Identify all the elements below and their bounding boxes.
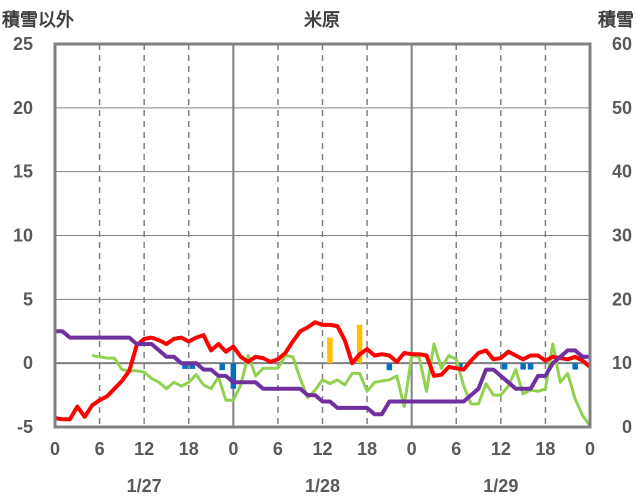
bar-b1 — [182, 363, 188, 369]
plot-frame — [53, 42, 592, 429]
bar-series — [182, 324, 578, 389]
bar-b6 — [356, 324, 363, 364]
date-label: 1/28 — [305, 476, 340, 496]
x-tick-label: 12 — [491, 439, 511, 459]
x-tick-label: 0 — [50, 439, 60, 459]
bar-b9 — [501, 363, 508, 370]
left-tick-label: 20 — [13, 98, 33, 118]
right-tick-label: 40 — [612, 162, 632, 182]
left-tick-label: 5 — [23, 289, 33, 309]
x-tick-label: 0 — [585, 439, 595, 459]
bar-b12 — [572, 363, 578, 370]
x-tick-label: 12 — [312, 439, 332, 459]
left-tick-label: 25 — [13, 34, 33, 54]
left-tick-label: 0 — [23, 353, 33, 373]
tick-labels: -5 0 5 10 15 20 25 0 10 20 30 40 50 60 0 6 12 18 0 6 12 18 0 6 1… — [13, 34, 632, 496]
left-tick-label: 15 — [13, 162, 33, 182]
bar-b8 — [457, 363, 463, 370]
right-tick-label: 20 — [612, 289, 632, 309]
x-tick-label: 18 — [179, 439, 199, 459]
left-tick-label: 10 — [13, 226, 33, 246]
right-tick-label: 0 — [622, 417, 632, 437]
x-tick-label: 0 — [228, 439, 238, 459]
x-tick-label: 6 — [273, 439, 283, 459]
series-green-line — [91, 342, 592, 427]
right-tick-label: 50 — [612, 98, 632, 118]
left-tick-label: -5 — [17, 417, 33, 437]
x-tick-label: 0 — [407, 439, 417, 459]
x-tick-label: 6 — [451, 439, 461, 459]
x-tick-label: 6 — [95, 439, 105, 459]
right-tick-label: 10 — [612, 353, 632, 373]
series-purple-line — [55, 329, 590, 417]
x-tick-label: 18 — [357, 439, 377, 459]
bar-b2 — [189, 363, 196, 369]
bar-b5 — [327, 337, 333, 364]
bar-b7 — [386, 363, 393, 371]
bar-b3 — [219, 363, 225, 371]
line-series — [54, 320, 592, 427]
bar-b4 — [230, 363, 237, 389]
x-tick-label: 12 — [134, 439, 154, 459]
right-tick-label: 30 — [612, 226, 632, 246]
right-tick-label: 60 — [612, 34, 632, 54]
x-tick-label: 18 — [535, 439, 555, 459]
chart-title: 米原 — [304, 9, 340, 30]
series-red-line — [54, 320, 592, 422]
date-label: 1/27 — [127, 476, 162, 496]
bar-b11 — [527, 363, 534, 370]
bar-b10 — [520, 363, 526, 370]
right-axis-label: 積雪 — [597, 9, 634, 30]
left-axis-label: 積雪以外 — [1, 9, 74, 30]
date-label: 1/29 — [483, 476, 518, 496]
